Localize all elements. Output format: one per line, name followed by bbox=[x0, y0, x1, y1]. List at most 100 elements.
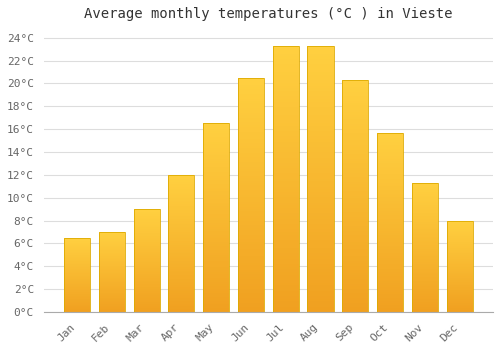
Bar bbox=[238, 246, 264, 249]
Bar bbox=[168, 264, 194, 265]
Bar bbox=[412, 285, 438, 286]
Bar bbox=[272, 64, 299, 67]
Bar bbox=[377, 219, 403, 220]
Bar bbox=[168, 279, 194, 280]
Bar bbox=[272, 83, 299, 86]
Bar bbox=[168, 250, 194, 252]
Bar bbox=[308, 285, 334, 288]
Bar bbox=[308, 251, 334, 253]
Bar bbox=[203, 174, 229, 176]
Bar bbox=[272, 70, 299, 72]
Bar bbox=[308, 176, 334, 179]
Bar bbox=[377, 285, 403, 287]
Bar bbox=[238, 239, 264, 241]
Bar bbox=[99, 309, 125, 310]
Bar bbox=[342, 80, 368, 82]
Bar bbox=[377, 271, 403, 273]
Bar bbox=[238, 132, 264, 134]
Bar bbox=[308, 280, 334, 283]
Bar bbox=[272, 75, 299, 78]
Bar bbox=[64, 241, 90, 242]
Bar bbox=[412, 286, 438, 287]
Bar bbox=[412, 267, 438, 268]
Bar bbox=[238, 120, 264, 122]
Bar bbox=[272, 88, 299, 91]
Bar bbox=[64, 266, 90, 267]
Bar bbox=[377, 167, 403, 168]
Bar bbox=[99, 261, 125, 262]
Bar bbox=[308, 290, 334, 293]
Bar bbox=[238, 286, 264, 288]
Bar bbox=[377, 204, 403, 206]
Bar bbox=[168, 260, 194, 261]
Bar bbox=[412, 203, 438, 205]
Bar bbox=[377, 133, 403, 134]
Bar bbox=[99, 285, 125, 286]
Bar bbox=[342, 226, 368, 229]
Bar bbox=[308, 267, 334, 270]
Bar bbox=[377, 256, 403, 258]
Bar bbox=[134, 277, 160, 278]
Bar bbox=[446, 223, 472, 224]
Bar bbox=[64, 296, 90, 297]
Bar bbox=[412, 223, 438, 224]
Bar bbox=[272, 293, 299, 296]
Bar bbox=[377, 177, 403, 179]
Bar bbox=[99, 234, 125, 235]
Bar bbox=[168, 198, 194, 200]
Bar bbox=[412, 284, 438, 285]
Bar bbox=[377, 179, 403, 181]
Bar bbox=[168, 177, 194, 179]
Bar bbox=[203, 304, 229, 306]
Bar bbox=[342, 177, 368, 180]
Bar bbox=[412, 251, 438, 253]
Bar bbox=[168, 278, 194, 279]
Bar bbox=[272, 72, 299, 75]
Bar bbox=[64, 286, 90, 287]
Bar bbox=[412, 308, 438, 309]
Bar bbox=[446, 292, 472, 293]
Bar bbox=[134, 264, 160, 265]
Bar bbox=[377, 299, 403, 301]
Bar bbox=[203, 188, 229, 189]
Bar bbox=[99, 247, 125, 248]
Bar bbox=[272, 243, 299, 245]
Bar bbox=[272, 200, 299, 203]
Bar bbox=[272, 163, 299, 166]
Bar bbox=[412, 188, 438, 189]
Bar bbox=[342, 298, 368, 300]
Bar bbox=[342, 270, 368, 273]
Bar bbox=[168, 297, 194, 298]
Bar bbox=[377, 217, 403, 219]
Bar bbox=[134, 229, 160, 230]
Bar bbox=[308, 144, 334, 147]
Bar bbox=[308, 78, 334, 80]
Bar bbox=[272, 67, 299, 70]
Bar bbox=[342, 231, 368, 233]
Bar bbox=[203, 267, 229, 268]
Bar bbox=[238, 302, 264, 305]
Bar bbox=[168, 223, 194, 224]
Bar bbox=[168, 179, 194, 180]
Bar bbox=[99, 259, 125, 260]
Bar bbox=[342, 122, 368, 124]
Bar bbox=[64, 263, 90, 264]
Bar bbox=[342, 233, 368, 236]
Bar bbox=[342, 277, 368, 279]
Bar bbox=[308, 141, 334, 144]
Bar bbox=[342, 196, 368, 198]
Bar bbox=[134, 223, 160, 224]
Bar bbox=[308, 205, 334, 208]
Bar bbox=[342, 182, 368, 184]
Bar bbox=[203, 189, 229, 191]
Bar bbox=[99, 265, 125, 266]
Bar bbox=[134, 252, 160, 253]
Bar bbox=[64, 310, 90, 311]
Bar bbox=[412, 245, 438, 246]
Bar bbox=[168, 191, 194, 193]
Bar bbox=[308, 123, 334, 126]
Bar bbox=[272, 187, 299, 189]
Bar bbox=[446, 256, 472, 257]
Bar bbox=[168, 275, 194, 276]
Bar bbox=[238, 136, 264, 139]
